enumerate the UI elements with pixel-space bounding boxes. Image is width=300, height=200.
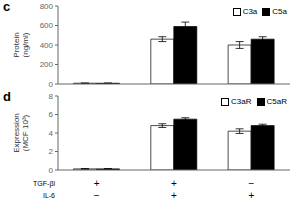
svg-text:+: + <box>171 190 177 200</box>
svg-text:−: − <box>248 178 254 189</box>
svg-text:+: + <box>171 178 177 189</box>
html-text:C3a: C3a <box>242 7 258 16</box>
svg-text:200: 200 <box>40 60 54 69</box>
html-text:C5aR: C5aR <box>266 97 287 106</box>
svg-text:+: + <box>94 178 100 189</box>
svg-text:6: 6 <box>49 110 54 119</box>
svg-text:−: − <box>94 190 100 200</box>
svg-text:400: 400 <box>40 41 54 50</box>
html-text:d: d <box>3 89 11 104</box>
svg-text:Expression(MCF 10³): Expression(MCF 10³) <box>12 113 30 153</box>
svg-text:TGF-βl: TGF-βl <box>33 180 55 188</box>
svg-text:2: 2 <box>49 147 54 156</box>
html-text:C5a: C5a <box>272 7 287 16</box>
svg-text:0: 0 <box>49 80 54 89</box>
html-text:C3aR: C3aR <box>231 97 252 106</box>
svg-text:Protein(ng/ml): Protein(ng/ml) <box>12 32 30 57</box>
svg-text:8: 8 <box>49 92 54 101</box>
html-text:c: c <box>3 0 11 14</box>
svg-text:4: 4 <box>49 129 54 138</box>
svg-text:IL-6: IL-6 <box>43 192 55 199</box>
svg-text:0: 0 <box>49 166 54 175</box>
svg-text:600: 600 <box>40 21 54 30</box>
svg-text:800: 800 <box>40 2 54 11</box>
svg-text:+: + <box>248 190 254 200</box>
